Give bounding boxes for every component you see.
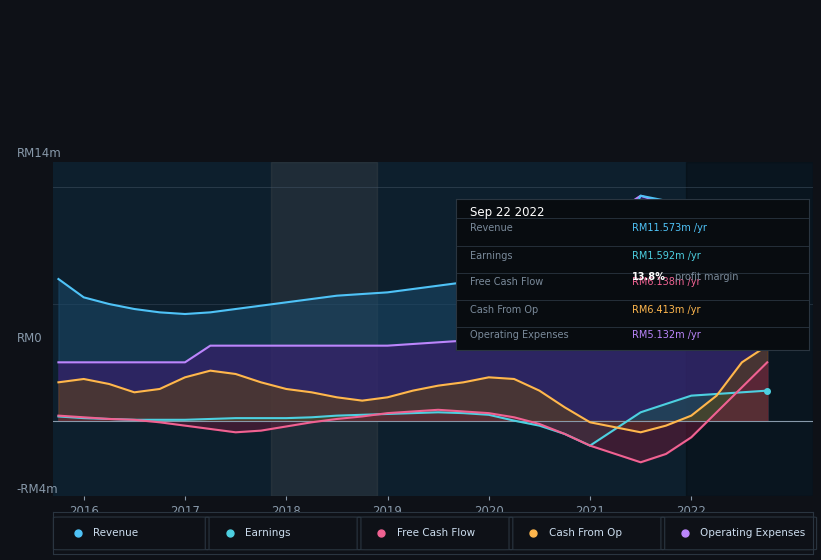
Text: Revenue: Revenue (93, 529, 138, 538)
Text: RM11.573m /yr: RM11.573m /yr (632, 223, 707, 233)
Text: Earnings: Earnings (470, 251, 512, 261)
Text: RM6.138m /yr: RM6.138m /yr (632, 277, 700, 287)
Text: Revenue: Revenue (470, 223, 512, 233)
Text: RM1.592m /yr: RM1.592m /yr (632, 251, 701, 261)
Text: 13.8%: 13.8% (632, 272, 666, 282)
Text: Operating Expenses: Operating Expenses (470, 330, 568, 340)
Text: RM5.132m /yr: RM5.132m /yr (632, 330, 701, 340)
Text: RM0: RM0 (16, 332, 42, 346)
Text: Free Cash Flow: Free Cash Flow (397, 529, 475, 538)
Text: Free Cash Flow: Free Cash Flow (470, 277, 543, 287)
Text: Operating Expenses: Operating Expenses (700, 529, 805, 538)
Text: RM14m: RM14m (16, 147, 62, 160)
Text: Sep 22 2022: Sep 22 2022 (470, 206, 544, 218)
Text: RM6.413m /yr: RM6.413m /yr (632, 305, 700, 315)
Text: Cash From Op: Cash From Op (548, 529, 621, 538)
Bar (271, 162, 378, 496)
Text: -RM4m: -RM4m (16, 483, 58, 496)
Text: profit margin: profit margin (675, 272, 738, 282)
Text: Earnings: Earnings (245, 529, 291, 538)
Text: Cash From Op: Cash From Op (470, 305, 538, 315)
Bar (686, 162, 813, 496)
